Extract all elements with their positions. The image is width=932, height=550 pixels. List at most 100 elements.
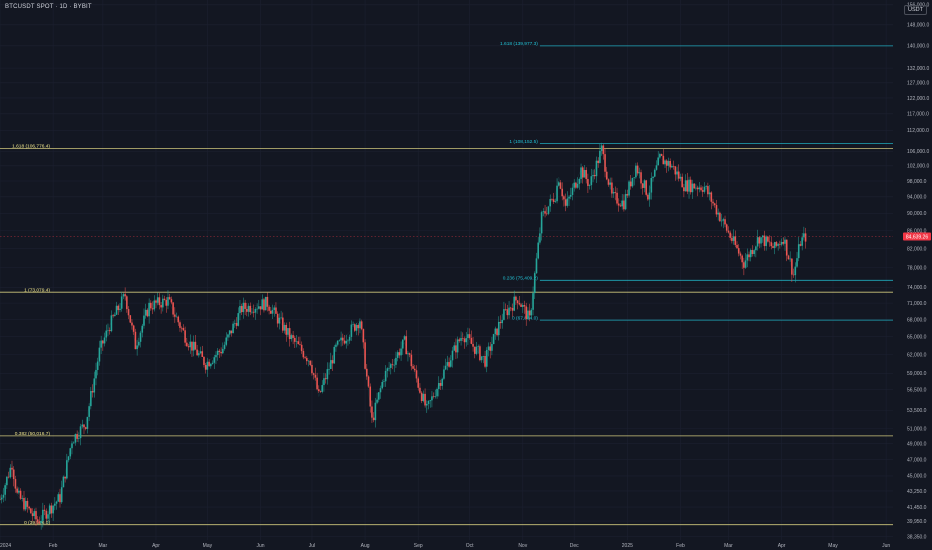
candle-body [662,155,665,165]
candle-body [192,341,195,351]
candle-body [96,361,99,370]
symbol-title[interactable]: BTCUSDT SPOT · 1D · BYBIT [5,4,92,10]
candle-body [160,305,162,308]
candle-body [252,311,255,313]
candle-body [264,296,267,311]
candle-body [11,467,13,470]
candle-body [650,177,653,193]
candle-body [328,369,330,370]
candle-body [4,485,6,495]
price-series[interactable] [0,142,893,530]
candle-body [258,306,260,309]
price-axis[interactable]: 156,000.0148,000.0140,000.0132,000.0127,… [903,3,931,541]
candle-body [336,340,339,345]
candle-body [472,343,474,347]
fib-level-label: 0.236 (75,409.2) [503,275,539,281]
candle-body [228,330,231,335]
candle-body [280,317,282,319]
candle-body [667,161,670,166]
candle-body [107,330,109,331]
candle-body [444,365,447,370]
candle-body [2,494,5,498]
candle-body [631,177,634,187]
candle-body [386,368,389,371]
candle-body [151,308,154,310]
candle-body [511,308,514,311]
candle-body [410,354,413,367]
fibonacci-levels[interactable]: 1.618 (106,776.4) 1 (73,079.4) 0.382 (50,0… [0,41,893,526]
candle-body [473,346,476,354]
time-tick-label: Sep [414,543,423,549]
candle-body [338,340,341,341]
candle-body [153,300,156,310]
candle-body [30,508,32,514]
candle-body [117,305,120,310]
candle-body [665,160,668,166]
candle-body [294,337,296,342]
candle-body [660,154,663,156]
candle-body [578,178,581,184]
fib-level-label: 1 (108,152.5) [509,139,538,145]
currency-button[interactable]: USDT [904,5,927,15]
candle-body [246,308,248,312]
candle-body [676,171,678,175]
candle-body [494,328,497,335]
candle-body [324,378,327,380]
candle-body [357,324,360,329]
candle-body [347,340,349,342]
candle-body [556,185,558,202]
candle-body [612,192,615,194]
candle-body [131,322,133,326]
current-price-tag[interactable] [903,232,931,241]
candle-body [455,345,457,353]
candle-body [746,254,749,261]
candle-body [271,310,274,314]
price-tick-label: 39,950.0 [907,519,927,525]
time-tick-label: Mar [99,543,108,549]
candle-body [168,297,171,300]
candle-body [287,328,289,335]
candle-body [285,324,288,335]
candle-body [198,353,200,356]
time-tick-label: 2024 [0,543,11,549]
candle-body [95,369,97,379]
candle-body [635,165,637,178]
candle-body [343,340,346,344]
candle-body [84,427,87,429]
candle-body [359,321,361,329]
candle-body [19,490,22,499]
candle-body [792,274,795,276]
candle-body [566,198,569,206]
candle-body [288,328,291,340]
candle-body [611,182,613,194]
time-tick-label: Oct [466,543,474,549]
candle-body [782,241,785,244]
candle-body [203,356,205,365]
candle-body [172,302,174,315]
candle-body [770,242,773,247]
candle-body [307,360,310,362]
candle-body [187,346,190,348]
candle-body [695,187,697,189]
candle-body [599,150,601,163]
candle-body [700,187,702,191]
price-tick-label: 90,000.0 [907,211,927,217]
time-tick-label: May [828,543,838,549]
candle-body [352,324,354,325]
candle-body [28,506,30,509]
candle-body [568,196,570,199]
candle-body [6,476,8,486]
candle-body [439,383,442,386]
price-tick-label: 65,000.0 [907,334,927,340]
time-axis[interactable]: 2024 Feb Mar Apr May Jun Jul Aug Sep Oct Nov Dec 202… [0,543,890,549]
candle-body [640,172,642,184]
candle-body [323,378,325,386]
candle-body [268,306,270,311]
candle-body [371,406,373,418]
candle-body [266,296,269,307]
candle-body [425,403,428,406]
time-tick-label: Jun [256,543,264,549]
candle-body [671,165,673,168]
